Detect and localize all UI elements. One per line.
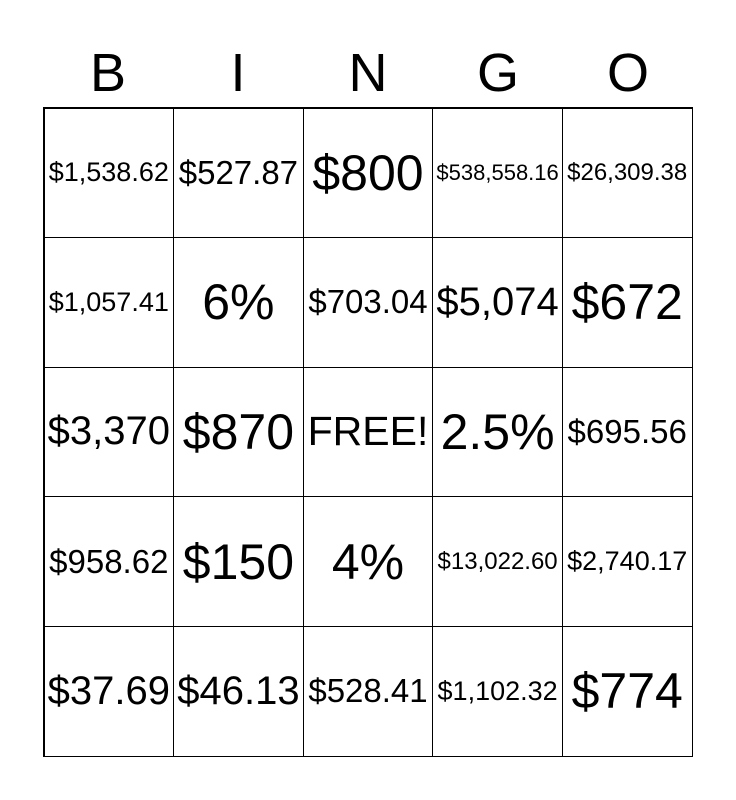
bingo-cell[interactable]: $1,057.41: [43, 237, 175, 368]
cell-value: 6%: [202, 274, 275, 331]
bingo-cell[interactable]: $870: [173, 366, 304, 498]
cell-value: $527.87: [178, 153, 299, 191]
bingo-cell[interactable]: $800: [302, 107, 434, 239]
cell-value: $1,538.62: [48, 157, 169, 188]
bingo-cell[interactable]: $958.62: [43, 496, 175, 627]
bingo-cell[interactable]: 2.5%: [432, 366, 563, 498]
bingo-cell[interactable]: $2,740.17: [561, 496, 693, 627]
cell-value: 4%: [331, 533, 405, 590]
header-letter-o: O: [606, 43, 649, 103]
bingo-card-grid: $1,538.62 $527.87 $800 $538,558.16 $26,309.3…: [43, 107, 693, 757]
cell-value: $1,057.41: [48, 286, 169, 317]
bingo-cell[interactable]: $13,022.60: [432, 496, 563, 627]
cell-value: $150: [182, 533, 294, 590]
header-letter-n: N: [348, 43, 388, 103]
cell-value: $46.13: [177, 668, 300, 713]
bingo-cell[interactable]: $150: [173, 496, 304, 627]
cell-value: $5,074: [436, 279, 559, 324]
cell-value: $703.04: [308, 283, 428, 321]
bingo-cell[interactable]: 6%: [173, 237, 304, 368]
cell-value: $958.62: [49, 542, 169, 580]
cell-value: $695.56: [567, 412, 687, 450]
bingo-cell[interactable]: $37.69: [43, 625, 175, 757]
cell-value: $2,740.17: [567, 546, 688, 577]
bingo-cell[interactable]: $774: [561, 625, 693, 757]
bingo-header: B I N G O: [43, 40, 693, 107]
cell-value: $1,102.32: [437, 675, 558, 706]
cell-value: $13,022.60: [437, 547, 558, 575]
bingo-cell[interactable]: 4%: [302, 496, 434, 627]
cell-value: 2.5%: [440, 403, 555, 460]
bingo-cell[interactable]: $1,102.32: [432, 625, 563, 757]
free-space-cell[interactable]: FREE!: [302, 366, 434, 498]
cell-value: $3,370: [47, 409, 170, 454]
header-letter-i: I: [230, 43, 246, 103]
header-letter-g: G: [476, 43, 519, 103]
cell-value: $672: [571, 274, 683, 331]
bingo-cell[interactable]: $672: [561, 237, 693, 368]
bingo-cell[interactable]: $26,309.38: [561, 107, 693, 239]
bingo-cell[interactable]: $5,074: [432, 237, 563, 368]
cell-value: FREE!: [307, 408, 429, 455]
bingo-cell[interactable]: $695.56: [561, 366, 693, 498]
bingo-cell[interactable]: $1,538.62: [43, 107, 175, 239]
cell-value: $870: [182, 403, 294, 460]
header-letter-b: B: [89, 43, 127, 103]
cell-value: $800: [312, 144, 424, 201]
cell-value: $774: [571, 663, 683, 720]
bingo-cell[interactable]: $3,370: [43, 366, 175, 498]
cell-value: $528.41: [308, 672, 428, 710]
bingo-cell[interactable]: $703.04: [302, 237, 434, 368]
cell-value: $37.69: [47, 668, 170, 713]
bingo-cell[interactable]: $46.13: [173, 625, 304, 757]
cell-value: $538,558.16: [436, 159, 559, 185]
bingo-cell[interactable]: $528.41: [302, 625, 434, 757]
bingo-cell[interactable]: $527.87: [173, 107, 304, 239]
cell-value: $26,309.38: [567, 158, 688, 186]
bingo-cell[interactable]: $538,558.16: [432, 107, 563, 239]
